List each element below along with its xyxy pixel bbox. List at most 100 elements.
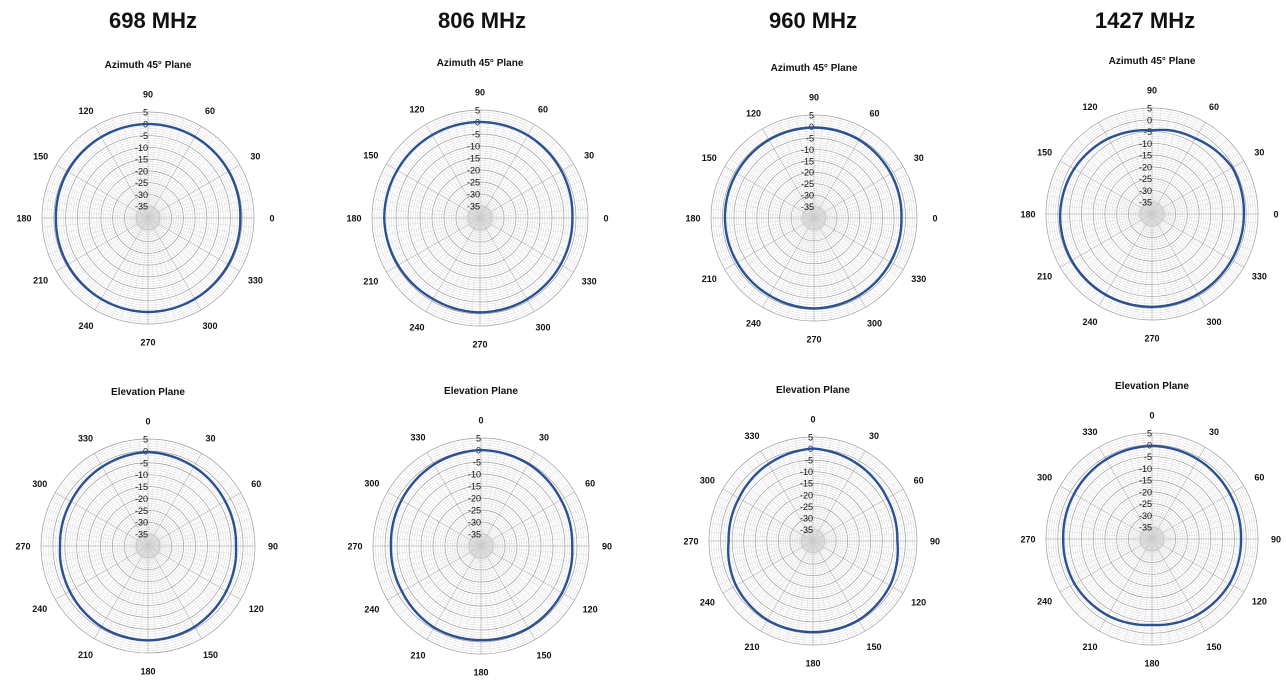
- angular-gridline: [120, 217, 149, 321]
- angular-gridline: [372, 217, 481, 228]
- center-cluster: [467, 532, 495, 560]
- radial-tick-label: -30: [800, 513, 813, 523]
- angular-gridline: [147, 545, 167, 652]
- angular-gridline: [480, 545, 510, 651]
- angular-gridline: [804, 217, 815, 321]
- angular-gridline: [724, 217, 815, 270]
- center-cluster: [1139, 526, 1165, 552]
- angular-gridline: [111, 545, 149, 647]
- polar-chart: Azimuth 45° Plane50-5-10-15-20-25-30-359…: [16, 60, 274, 348]
- angle-tick-label: 150: [702, 153, 717, 163]
- angular-gridline: [479, 217, 563, 288]
- radial-tick-label: -30: [135, 190, 148, 200]
- angle-tick-label: 30: [205, 433, 215, 443]
- angular-gridline: [425, 124, 481, 219]
- angular-gridline: [418, 545, 482, 635]
- frequency-heading: 1427 MHz: [1094, 8, 1196, 33]
- angular-gridline: [147, 217, 217, 300]
- angular-gridline: [480, 545, 551, 629]
- angular-gridline: [480, 545, 558, 623]
- angle-tick-label: 120: [1252, 597, 1267, 607]
- angle-tick-label: 150: [203, 650, 218, 660]
- angular-gridline: [1133, 213, 1153, 319]
- angular-gridline: [120, 115, 149, 219]
- angular-gridline: [729, 217, 815, 278]
- gain-pattern-trace: [54, 122, 242, 314]
- angular-gridline: [1107, 213, 1153, 311]
- angular-gridline: [479, 217, 535, 312]
- angular-gridline: [803, 540, 814, 645]
- angular-gridline: [714, 217, 815, 245]
- angular-gridline: [373, 199, 481, 219]
- angular-gridline: [770, 124, 815, 219]
- angular-gridline: [803, 437, 814, 542]
- angular-gridline: [812, 540, 893, 608]
- angular-gridline: [1065, 213, 1153, 275]
- angular-gridline: [72, 545, 149, 622]
- radial-tick-label: -35: [468, 530, 481, 540]
- chart-title: Azimuth 45° Plane: [1109, 56, 1196, 67]
- radial-tick-label: -35: [1139, 198, 1152, 208]
- angular-gridline: [79, 217, 149, 300]
- angular-gridline: [1151, 457, 1221, 540]
- radial-tick-label: -15: [468, 482, 481, 492]
- angular-gridline: [1151, 494, 1249, 540]
- angular-gridline: [147, 126, 202, 219]
- angular-gridline: [479, 217, 582, 256]
- angular-gridline: [479, 110, 490, 219]
- angle-tick-label: 300: [364, 479, 379, 489]
- angular-gridline: [1151, 213, 1206, 306]
- angular-gridline: [480, 545, 500, 653]
- angular-gridline: [147, 545, 210, 634]
- polar-chart: Elevation Plane50-5-10-15-20-25-30-35030…: [1020, 381, 1281, 669]
- angular-gridline: [479, 172, 578, 219]
- angular-gridline: [1070, 213, 1153, 283]
- radial-tick-label: -30: [1139, 511, 1152, 521]
- angular-gridline: [48, 217, 149, 255]
- angular-gridline: [147, 217, 185, 318]
- angular-gridline: [373, 217, 481, 237]
- angular-gridline: [404, 545, 482, 623]
- angular-gridline: [147, 199, 253, 219]
- frequency-heading: 698 MHz: [108, 8, 198, 33]
- chart-title: Elevation Plane: [1115, 381, 1189, 392]
- angular-gridline: [813, 217, 911, 254]
- angle-tick-label: 180: [140, 667, 155, 677]
- angular-gridline: [813, 115, 824, 219]
- angle-tick-label: 240: [364, 605, 379, 615]
- angular-gridline: [479, 217, 543, 307]
- angular-gridline: [778, 217, 815, 315]
- angle-tick-label: 300: [535, 323, 550, 333]
- angular-gridline: [480, 545, 588, 565]
- angle-tick-label: 180: [685, 214, 700, 224]
- angular-gridline: [43, 217, 149, 237]
- radial-tick-label: 5: [143, 108, 148, 118]
- radial-tick-label: -10: [1139, 139, 1152, 149]
- angular-gridline: [813, 124, 858, 219]
- angular-gridline: [813, 217, 874, 303]
- angular-gridline: [470, 217, 481, 326]
- angle-tick-label: 270: [347, 542, 362, 552]
- angular-gridline: [479, 155, 569, 219]
- angular-gridline: [434, 120, 481, 219]
- angular-gridline: [813, 217, 904, 270]
- angular-gridline: [120, 545, 149, 650]
- angular-gridline: [42, 217, 149, 228]
- angular-gridline: [1052, 177, 1153, 215]
- angular-gridline: [479, 141, 557, 219]
- angular-gridline: [383, 500, 482, 547]
- angular-gridline: [147, 545, 217, 629]
- angular-gridline: [147, 463, 217, 547]
- angular-gridline: [812, 540, 887, 615]
- angular-gridline: [1151, 213, 1258, 224]
- radial-tick-label: -25: [800, 502, 813, 512]
- radial-tick-label: -30: [467, 190, 480, 200]
- angular-gridline: [747, 139, 815, 219]
- angular-gridline: [86, 545, 149, 634]
- angular-gridline: [378, 180, 481, 219]
- angular-gridline: [480, 545, 583, 584]
- angular-gridline: [462, 545, 482, 653]
- polar-chart: Azimuth 45° Plane50-5-10-15-20-25-30-359…: [685, 63, 937, 345]
- radial-tick-label: 5: [1147, 429, 1152, 439]
- angular-gridline: [813, 118, 841, 219]
